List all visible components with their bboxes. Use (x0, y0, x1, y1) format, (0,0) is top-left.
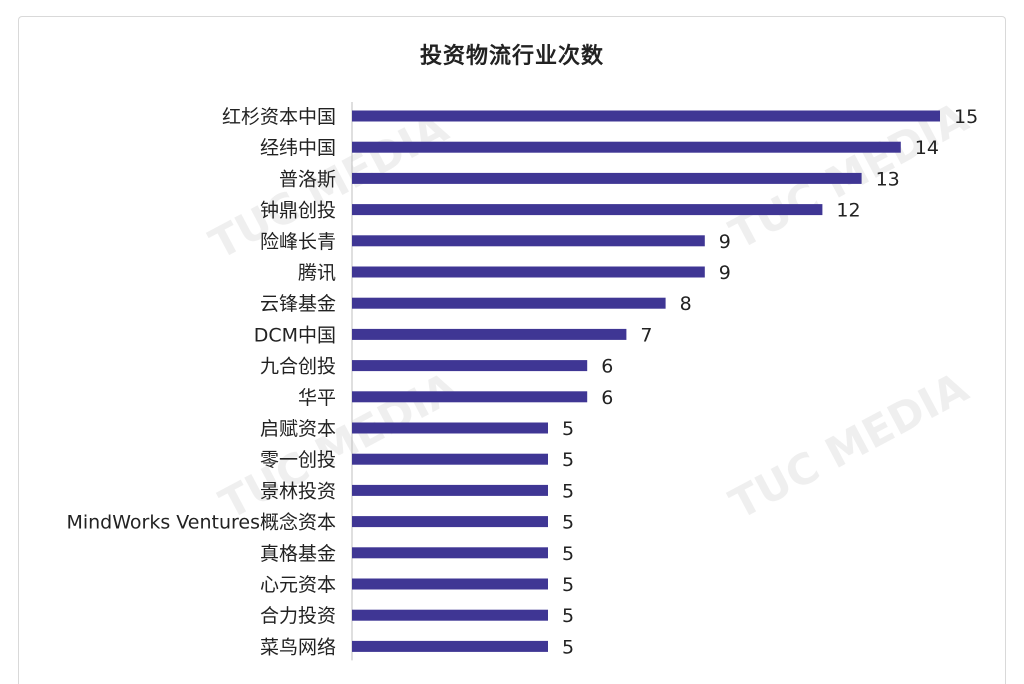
bar (352, 266, 705, 278)
category-label: 经纬中国 (260, 137, 336, 159)
category-label: 启赋资本 (260, 418, 336, 440)
category-label: 合力投资 (260, 605, 336, 627)
bar (352, 391, 588, 403)
data-label: 5 (562, 449, 574, 471)
watermark-text: TUC MEDIA (722, 362, 976, 528)
chart-title: 投资物流行业次数 (419, 44, 604, 69)
bar (352, 609, 548, 621)
bar (352, 328, 627, 340)
chart-frame (18, 16, 1006, 684)
bar (352, 172, 862, 184)
bar (352, 422, 548, 434)
watermark-text: TUC MEDIA (212, 362, 466, 528)
data-label: 5 (562, 636, 574, 658)
data-label: 6 (601, 356, 613, 378)
data-label: 5 (562, 574, 574, 596)
category-label: 真格基金 (260, 543, 336, 565)
category-label: 普洛斯 (279, 168, 336, 190)
data-label: 5 (562, 512, 574, 534)
data-label: 14 (915, 137, 939, 159)
bar (352, 547, 548, 559)
category-label: 零一创投 (260, 449, 336, 471)
bar (352, 578, 548, 590)
bar (352, 297, 666, 309)
bar (352, 110, 940, 122)
category-label: 心元资本 (260, 574, 336, 596)
bar (352, 516, 548, 528)
data-label: 9 (719, 231, 731, 253)
data-label: 8 (680, 293, 692, 315)
bar (352, 453, 548, 465)
data-label: 5 (562, 605, 574, 627)
data-label: 5 (562, 480, 574, 502)
data-label: 12 (836, 200, 860, 222)
category-label: 红杉资本中国 (222, 106, 336, 128)
category-label: 华平 (298, 387, 336, 409)
category-label: 九合创投 (260, 356, 336, 378)
bars-layer: 红杉资本中国 15 经纬中国 14 普洛斯 13 钟鼎创投 12 险峰长青 9 腾讯 9 云锋基金 8 DC… (66, 102, 978, 661)
bar (352, 640, 548, 652)
category-label: DCM中国 (254, 324, 336, 346)
data-label: 9 (719, 262, 731, 284)
data-label: 5 (562, 418, 574, 440)
bar (352, 235, 705, 247)
data-label: 15 (954, 106, 978, 128)
category-label: MindWorks Ventures概念资本 (66, 511, 336, 534)
bar (352, 360, 588, 372)
category-label: 钟鼎创投 (260, 200, 336, 222)
data-label: 5 (562, 543, 574, 565)
category-label: 腾讯 (298, 262, 336, 284)
bar (352, 204, 823, 216)
category-label: 云锋基金 (260, 293, 336, 315)
category-label: 险峰长青 (260, 231, 336, 253)
data-label: 13 (876, 168, 900, 190)
bar (352, 141, 901, 153)
category-label: 景林投资 (260, 480, 336, 502)
category-label: 菜鸟网络 (260, 636, 336, 658)
bar (352, 484, 548, 496)
data-label: 6 (601, 387, 613, 409)
data-label: 7 (640, 324, 652, 346)
